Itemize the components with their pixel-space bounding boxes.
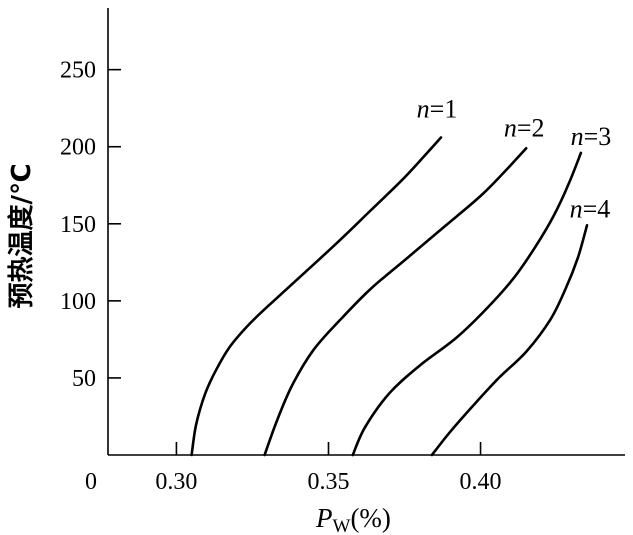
series-line-2 [263, 147, 528, 457]
y-ticks: 50 100 150 200 250 [60, 58, 121, 392]
series-label-1: n=1 [417, 94, 458, 123]
series-label-3: n=3 [571, 122, 612, 151]
x-axis-title-var: P [315, 503, 333, 533]
x-axis-title: PW(%) [315, 503, 391, 535]
x-ticks: 0.30 0.35 0.40 [155, 442, 502, 495]
series-label-value: =4 [583, 194, 611, 223]
y-tick-label: 50 [72, 366, 96, 392]
y-tick-label: 250 [60, 58, 96, 84]
series-label-2: n=2 [504, 113, 545, 142]
series-label-var: n [417, 94, 430, 123]
series-label-var: n [570, 194, 583, 223]
series-label-value: =3 [584, 122, 612, 151]
x-tick-label: 0.40 [460, 469, 502, 495]
x-axis-title-sub: W [333, 516, 351, 535]
y-tick-label: 200 [60, 135, 96, 161]
series-label-4: n=4 [570, 194, 611, 223]
x-axis-title-unit: (%) [350, 503, 390, 533]
y-axis-title: 预热温度/℃ [6, 164, 37, 309]
x-tick-label: 0.30 [155, 469, 197, 495]
origin-label: 0 [85, 469, 97, 495]
series-line-1 [190, 136, 443, 457]
x-tick-label: 0.35 [307, 469, 349, 495]
series-line-3 [351, 151, 583, 457]
y-tick-label: 150 [60, 212, 96, 238]
series-curves [190, 136, 589, 457]
series-line-4 [430, 224, 589, 457]
series-labels: n=1n=2 n=3n=4 [417, 94, 612, 223]
series-label-var: n [571, 122, 584, 151]
series-label-value: =1 [430, 94, 458, 123]
series-label-value: =2 [517, 113, 545, 142]
series-label-var: n [504, 113, 517, 142]
y-tick-label: 100 [60, 289, 96, 315]
axes [107, 8, 625, 456]
